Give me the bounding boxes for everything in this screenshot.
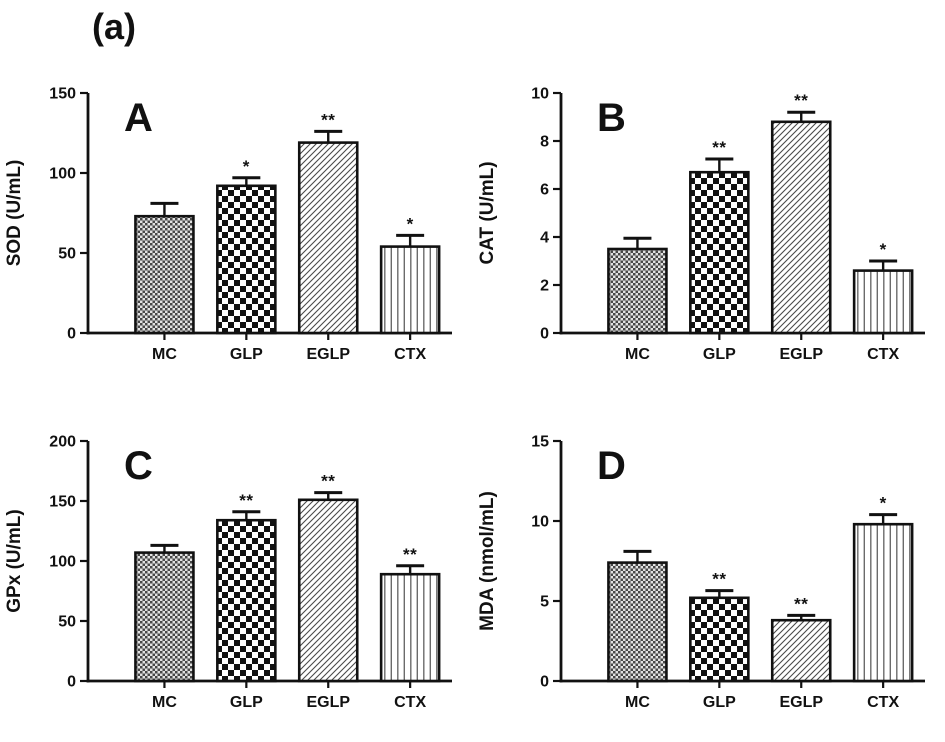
bar-MC — [607, 561, 668, 683]
category-label-EGLP: EGLP — [779, 694, 823, 711]
y-tick-label: 200 — [49, 434, 76, 451]
bar-CTX — [379, 245, 441, 335]
bar-CTX — [852, 522, 914, 683]
y-tick-label: 2 — [540, 278, 549, 295]
category-label-EGLP: EGLP — [779, 346, 823, 363]
y-axis-title: GPx (U/mL) — [4, 509, 25, 612]
category-label-GLP: GLP — [703, 694, 736, 711]
bar-EGLP — [297, 498, 359, 683]
significance-star-GLP: * — [243, 157, 250, 176]
chart-panel-C: 0 50 100 150 200 C GPx (U/mL) MC ** GLP ** EGLP ** CT… — [0, 406, 472, 740]
bar-MC — [607, 247, 668, 335]
bar-EGLP — [770, 618, 832, 683]
significance-star-CTX: * — [880, 240, 887, 259]
chart-A-svg: 0 50 100 150 A SOD (U/mL) MC * GLP ** EGLP * CTX — [4, 86, 452, 363]
y-tick-label: 0 — [540, 326, 549, 343]
category-label-EGLP: EGLP — [306, 694, 350, 711]
significance-star-GLP: ** — [712, 138, 726, 157]
panel-letter: B — [597, 96, 626, 140]
category-label-MC: MC — [625, 346, 650, 363]
chart-C-svg: 0 50 100 150 200 C GPx (U/mL) MC ** GLP ** EGLP ** CT… — [4, 434, 452, 711]
y-tick-label: 8 — [540, 134, 549, 151]
bar-CTX — [852, 269, 914, 335]
category-label-GLP: GLP — [703, 346, 736, 363]
bar-MC — [134, 214, 195, 335]
category-label-MC: MC — [625, 694, 650, 711]
chart-panel-A: 0 50 100 150 A SOD (U/mL) MC * GLP ** EGLP * CTX — [0, 58, 472, 392]
significance-star-EGLP: ** — [321, 110, 335, 129]
y-tick-label: 100 — [49, 166, 76, 183]
significance-star-EGLP: ** — [321, 472, 335, 491]
significance-star-CTX: ** — [403, 545, 417, 564]
significance-star-EGLP: ** — [794, 594, 808, 613]
category-label-GLP: GLP — [230, 346, 263, 363]
y-tick-label: 10 — [531, 514, 549, 531]
y-tick-label: 100 — [49, 554, 76, 571]
y-tick-label: 6 — [540, 182, 549, 199]
category-label-EGLP: EGLP — [306, 346, 350, 363]
category-label-CTX: CTX — [867, 346, 899, 363]
bar-MC — [134, 551, 195, 683]
y-tick-label: 15 — [531, 434, 549, 451]
y-tick-label: 0 — [540, 674, 549, 691]
chart-D-svg: 0 5 10 15 D MDA (nmol/mL) MC ** GLP ** EGLP * CTX — [477, 434, 925, 711]
category-label-CTX: CTX — [867, 694, 899, 711]
significance-star-GLP: ** — [239, 491, 253, 510]
bar-GLP — [689, 596, 750, 683]
y-tick-label: 0 — [67, 674, 76, 691]
panel-letter: A — [124, 96, 153, 140]
y-tick-label: 150 — [49, 86, 76, 103]
y-tick-label: 150 — [49, 494, 76, 511]
significance-star-GLP: ** — [712, 570, 726, 589]
panel-letter: C — [124, 444, 153, 488]
y-tick-label: 50 — [58, 614, 76, 631]
bar-CTX — [379, 572, 441, 683]
bar-GLP — [216, 184, 277, 335]
chart-B-svg: 0 2 4 6 8 10 B CAT (U/mL) MC ** GLP ** EGLP * CTX — [477, 86, 925, 363]
y-tick-label: 0 — [67, 326, 76, 343]
y-tick-label: 50 — [58, 246, 76, 263]
chart-panel-D: 0 5 10 15 D MDA (nmol/mL) MC ** GLP ** EGLP * CTX — [473, 406, 945, 740]
y-tick-label: 10 — [531, 86, 549, 103]
y-tick-label: 5 — [540, 594, 549, 611]
significance-star-EGLP: ** — [794, 91, 808, 110]
chart-panel-B: 0 2 4 6 8 10 B CAT (U/mL) MC ** GLP ** EGLP * CTX — [473, 58, 945, 392]
category-label-CTX: CTX — [394, 694, 426, 711]
significance-star-CTX: * — [407, 214, 414, 233]
y-axis-title: CAT (U/mL) — [477, 161, 498, 264]
category-label-CTX: CTX — [394, 346, 426, 363]
bar-EGLP — [770, 120, 832, 335]
category-label-MC: MC — [152, 346, 177, 363]
bar-GLP — [216, 518, 277, 683]
y-tick-label: 4 — [540, 230, 549, 247]
category-label-MC: MC — [152, 694, 177, 711]
figure-label: (a) — [92, 6, 136, 47]
significance-star-CTX: * — [880, 494, 887, 513]
panel-letter: D — [597, 444, 626, 488]
bar-GLP — [689, 170, 750, 335]
category-label-GLP: GLP — [230, 694, 263, 711]
y-axis-title: SOD (U/mL) — [4, 160, 25, 267]
bar-EGLP — [297, 141, 359, 335]
y-axis-title: MDA (nmol/mL) — [477, 491, 498, 631]
